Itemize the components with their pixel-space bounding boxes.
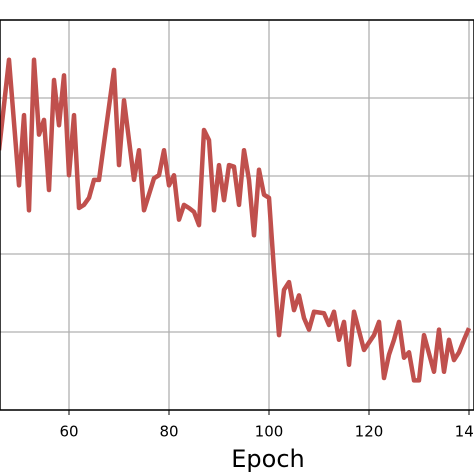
- x-tick-label: 120: [355, 423, 384, 441]
- x-tick-label: 80: [159, 423, 178, 441]
- x-axis-label: Epoch: [231, 445, 305, 473]
- x-tick-label: 140: [455, 423, 474, 441]
- plot-frame: [0, 19, 474, 411]
- x-tick-label: 100: [255, 423, 284, 441]
- line-series: [0, 57, 472, 383]
- x-tick-label: 60: [59, 423, 78, 441]
